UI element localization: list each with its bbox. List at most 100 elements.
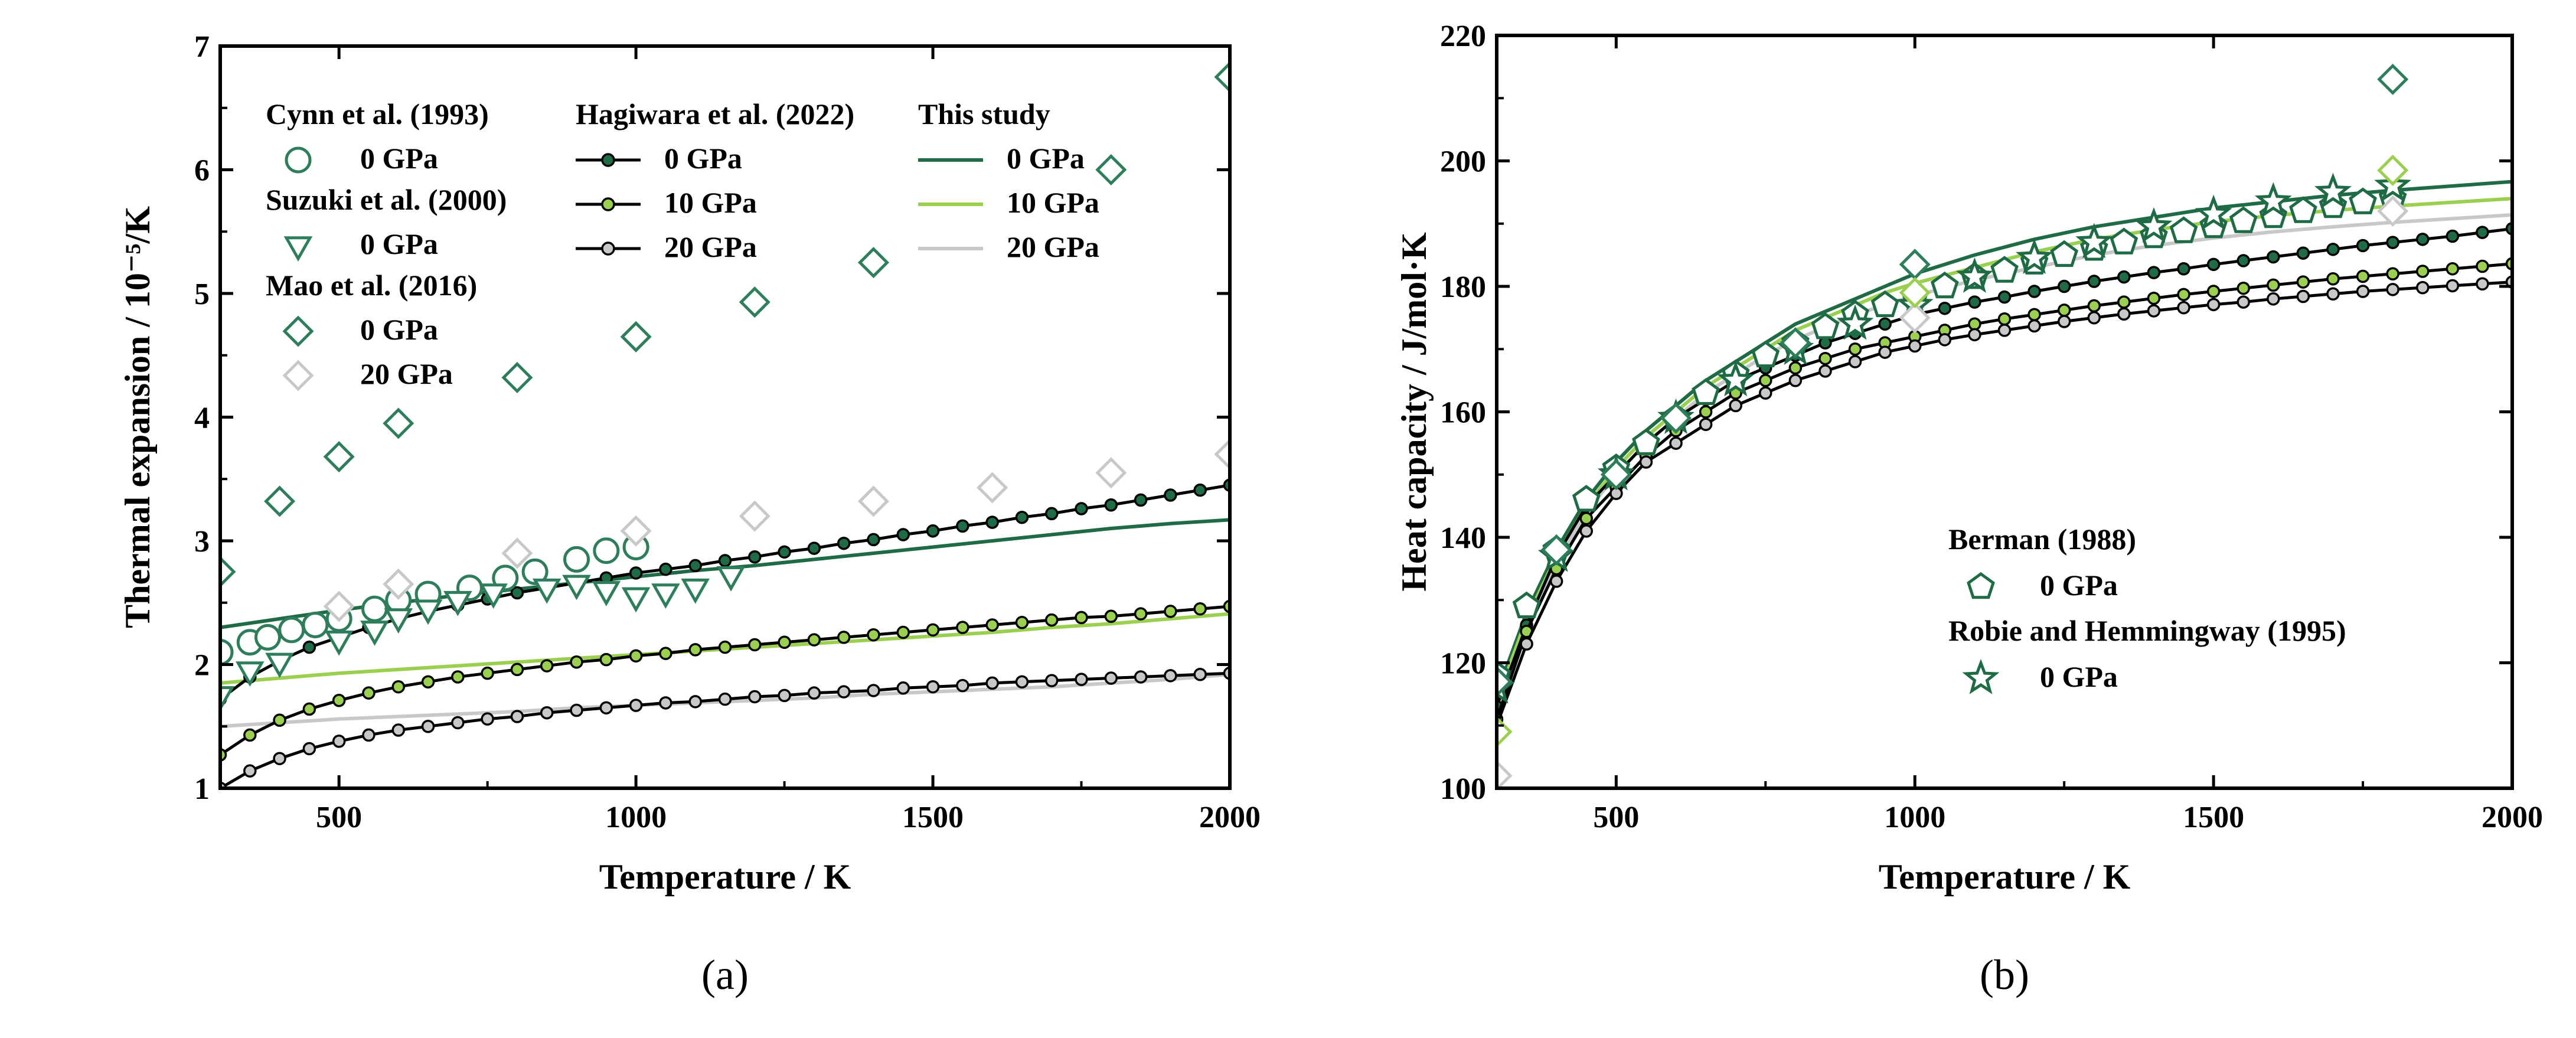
data-point-hag_10 (1193, 602, 1207, 616)
data-point-berman_0 (1512, 591, 1541, 619)
data-point-hag_20 (1938, 333, 1952, 347)
data-point-robie_0 (2135, 207, 2173, 243)
data-point-hag_10 (1134, 607, 1148, 621)
legend-entry-label: 0 GPa (2040, 660, 2118, 693)
data-point-hag_20 (2476, 277, 2489, 290)
y-tick-label: 2 (194, 649, 210, 683)
y-tick-label: 5 (194, 278, 210, 311)
data-point-mao_0 (1660, 402, 1692, 434)
data-point-berman_0 (1632, 428, 1660, 455)
data-point-hag_0 (1997, 290, 2012, 304)
data-point-mao_0 (264, 485, 296, 517)
data-point-hag_10 (2057, 303, 2071, 317)
data-point-hag_10 (718, 640, 732, 654)
data-point-hag_20 (956, 678, 969, 693)
data-point-hag_10 (2177, 288, 2190, 302)
data-point-hag_10 (510, 662, 524, 677)
data-point-suzuki_0 (220, 686, 235, 711)
data-point-hag_20 (2206, 298, 2221, 312)
data-point-hag_20 (1104, 671, 1118, 685)
legend-group-title: Mao et al. (2016) (266, 269, 477, 302)
data-point-hag_20 (2296, 289, 2310, 303)
data-point-hag_20 (659, 696, 672, 710)
data-point-hag_20 (926, 680, 940, 694)
legend-entry-label: 20 GPa (360, 357, 453, 390)
data-point-hag_10 (391, 680, 406, 694)
data-point-hag_20 (2057, 315, 2071, 328)
data-point-hag_0 (1968, 295, 1981, 309)
panel-label: (a) (701, 951, 749, 998)
data-point-hag_10 (2267, 278, 2280, 292)
series-mao_20 (1497, 195, 2409, 788)
x-tick-label: 1500 (902, 801, 964, 834)
data-point-hag_10 (540, 659, 554, 673)
data-point-hag_0 (2237, 254, 2250, 267)
data-point-cynn_0 (278, 616, 305, 644)
data-point-suzuki_0 (716, 566, 746, 592)
data-point-suzuki_0 (413, 599, 443, 625)
legend-group-title: Berman (1988) (1948, 523, 2136, 556)
legend-entry-label: 10 GPa (1007, 186, 1099, 219)
data-point-robie_0 (1955, 257, 1993, 293)
data-point-hag_0 (2087, 275, 2101, 288)
data-point-hag_0 (926, 524, 940, 538)
data-point-hag_20 (1968, 328, 1981, 342)
y-tick-label: 4 (194, 402, 210, 435)
data-point-mao_10 (2377, 154, 2409, 186)
x-tick-label: 500 (316, 801, 362, 834)
data-point-robie_0 (2195, 194, 2232, 230)
data-point-hag_0 (2117, 270, 2131, 284)
y-tick-label: 160 (1440, 396, 1486, 430)
data-point-suzuki_0 (479, 583, 508, 609)
data-point-cynn_0 (220, 639, 234, 666)
data-point-robie_0 (2254, 182, 2292, 218)
data-point-hag_0 (2296, 246, 2310, 260)
data-point-hag_0 (867, 533, 880, 547)
y-tick-label: 3 (194, 525, 210, 559)
x-tick-label: 2000 (1199, 801, 1261, 834)
y-tick-label: 1 (194, 772, 210, 806)
data-point-hag_0 (2267, 250, 2280, 264)
data-point-hag_10 (2415, 265, 2430, 278)
data-point-hag_10 (2356, 269, 2370, 283)
data-point-hag_20 (1134, 670, 1148, 684)
x-axis-title: Temperature / K (1879, 857, 2131, 896)
data-point-hag_10 (1997, 312, 2012, 326)
series-mao_10 (1497, 154, 2409, 748)
data-point-berman_0 (1930, 271, 1959, 299)
data-point-cynn_0 (254, 624, 281, 651)
data-point-hag_20 (2177, 301, 2190, 315)
series-berman_0 (1497, 184, 2407, 688)
data-point-mao_0 (1497, 665, 1513, 697)
data-point-hag_10 (599, 652, 613, 667)
data-point-cynn_0 (563, 546, 590, 573)
data-point-hag_0 (688, 559, 702, 573)
legend-entry-label: 0 GPa (2040, 569, 2118, 602)
data-point-hag_20 (985, 676, 999, 690)
legend-group-title: Hagiwara et al. (2022) (576, 97, 854, 130)
data-point-cynn_0 (593, 537, 620, 564)
data-point-hag_0 (1193, 483, 1207, 497)
data-point-hag_10 (837, 631, 851, 644)
data-point-mao_20 (383, 568, 414, 600)
data-point-mao_20 (977, 472, 1008, 504)
data-point-hag_0 (807, 541, 821, 555)
data-point-hag_20 (599, 701, 613, 715)
data-point-mao_20 (1899, 302, 1931, 334)
legend-entry-label: 0 GPa (360, 227, 438, 260)
legend: Cynn et al. (1993) 0 GPa Suzuki et al. (20… (266, 97, 1099, 391)
data-point-hag_10 (2446, 262, 2460, 276)
data-point-hag_20 (540, 706, 554, 720)
data-point-hag_20 (1193, 668, 1207, 681)
data-point-hag_0 (896, 528, 910, 541)
data-point-hag_20 (391, 723, 406, 737)
data-point-hag_10 (778, 635, 791, 649)
series-mao_0 (220, 61, 1230, 587)
data-point-mao_0 (2377, 63, 2409, 95)
data-point-hag_10 (2206, 285, 2221, 298)
data-point-hag_20 (1908, 339, 1922, 353)
data-point-hag_10 (1579, 511, 1594, 525)
data-point-hag_20 (243, 764, 257, 778)
data-point-suzuki_0 (443, 590, 472, 616)
data-point-hag_10 (956, 621, 969, 634)
